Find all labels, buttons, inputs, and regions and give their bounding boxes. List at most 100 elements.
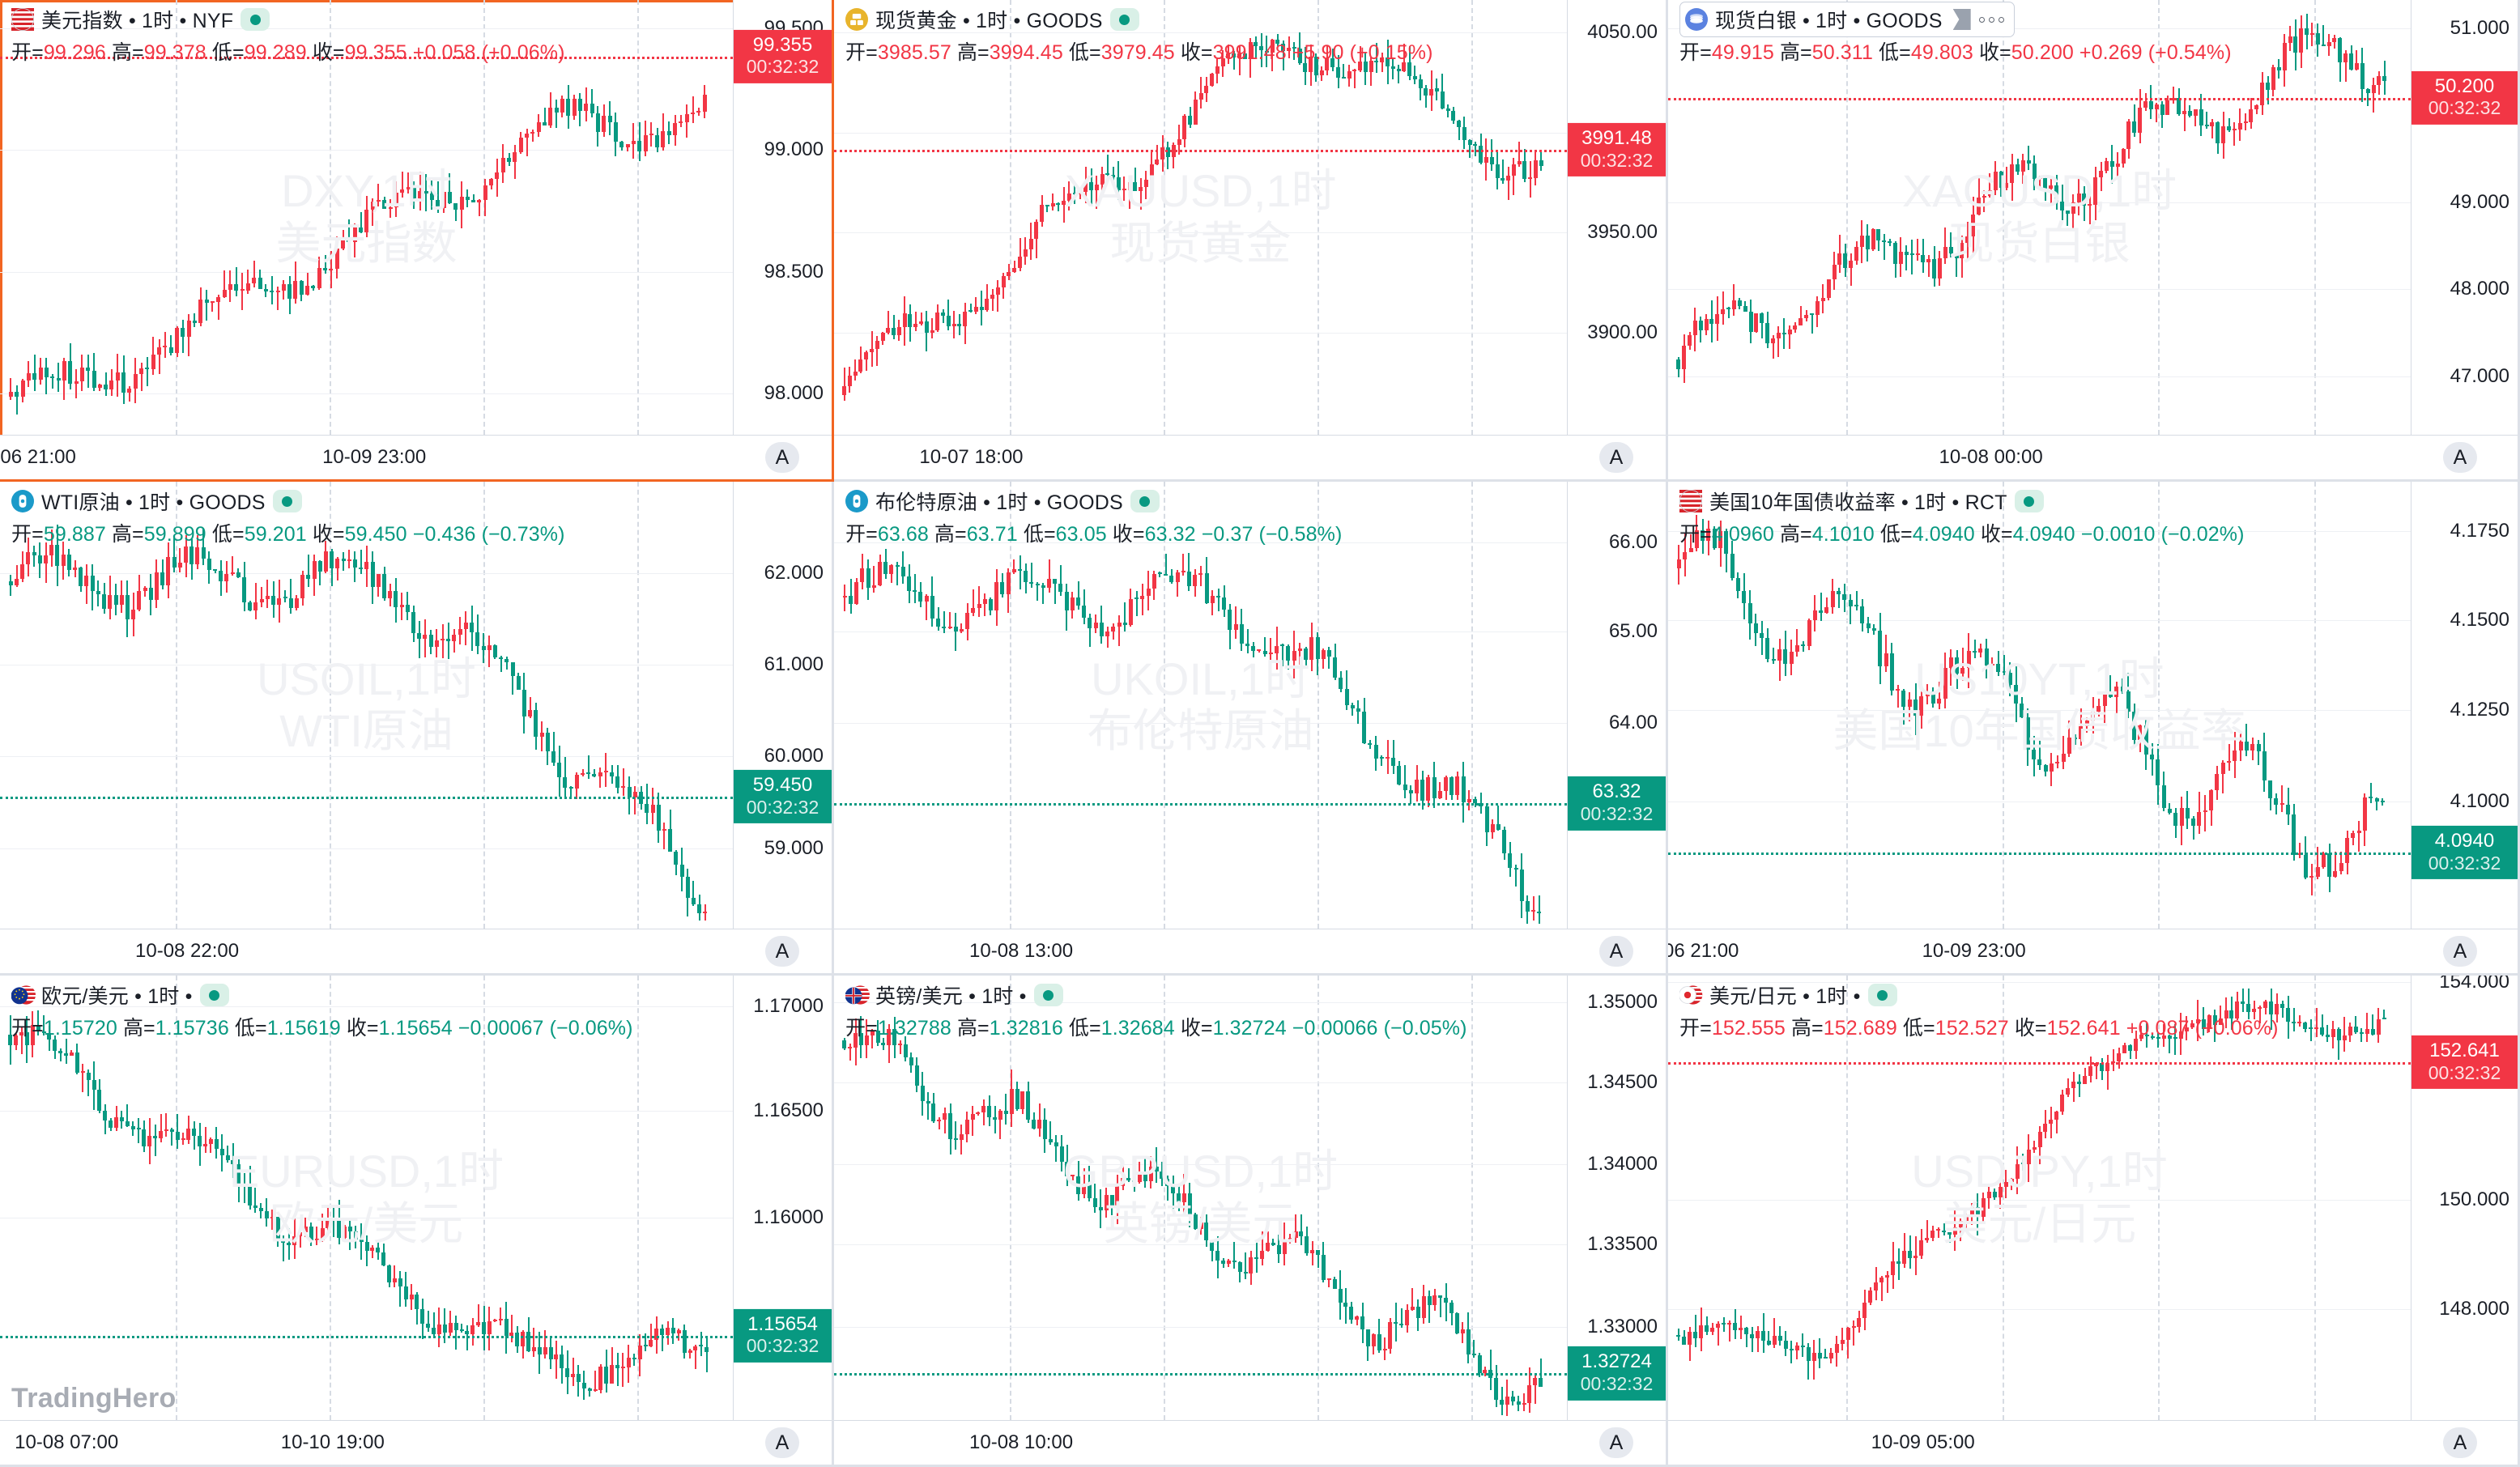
candle-wick	[1134, 167, 1136, 191]
candlestick	[699, 976, 704, 1420]
candlestick	[2365, 976, 2369, 1420]
auto-scale-button[interactable]: A	[765, 442, 799, 473]
time-axis[interactable]: 10-08 22:00 A	[0, 929, 832, 973]
candle-body	[990, 295, 995, 300]
vertical-gridline	[176, 482, 178, 929]
time-axis[interactable]: 10-08 13:00 A	[834, 929, 1666, 973]
price-plot-area[interactable]	[1668, 482, 2411, 929]
chart-panel-usdjpy[interactable]: USDJPY,1时 美元/日元 美元/日元 • 1时 • 开=152.555 高=15…	[1668, 976, 2520, 1467]
candlestick	[1226, 976, 1231, 1420]
auto-scale-button[interactable]: A	[2443, 442, 2477, 473]
chart-panel-us10y[interactable]: US10YT,1时 美国10年国债收益率 美国10年国债收益率 • 1时 • RCT…	[1668, 482, 2520, 976]
price-axis[interactable]: 66.00 65.00 64.00 63.32 00:32:32	[1567, 482, 1666, 929]
current-price-tag[interactable]: 4.0940 00:32:32	[2411, 826, 2518, 880]
auto-scale-button[interactable]: A	[2443, 936, 2477, 967]
price-plot-area[interactable]	[0, 482, 733, 929]
candle-wick	[2247, 988, 2250, 1019]
chart-panel-dxy[interactable]: DXY,1时 美元指数 美元指数 • 1时 • NYF 开=99.296 高=99.3…	[0, 0, 834, 482]
current-price-tag[interactable]: 50.200 00:32:32	[2411, 70, 2518, 125]
price-plot-area[interactable]	[1668, 976, 2411, 1420]
price-plot-area[interactable]	[1668, 0, 2411, 435]
candlestick	[1276, 976, 1281, 1420]
candlestick	[15, 482, 19, 929]
auto-scale-button[interactable]: A	[765, 1427, 799, 1458]
current-price-tag[interactable]: 3991.48 00:32:32	[1568, 123, 1666, 177]
candle-body	[1297, 49, 1302, 64]
candlestick	[1143, 976, 1147, 1420]
candlestick	[26, 482, 31, 929]
candlestick	[1694, 482, 1699, 929]
price-axis[interactable]: 62.000 61.000 60.000 59.000 59.450 00:32:32	[733, 482, 832, 929]
time-axis[interactable]: 10-08 07:00 10-10 19:00 A	[0, 1420, 832, 1465]
candle-body	[682, 1329, 687, 1354]
chart-panel-xauusd[interactable]: XAUUSD,1时 现货黄金 现货黄金 • 1时 • GOODS 开=3985.57 …	[834, 0, 1668, 482]
price-plot-area[interactable]	[0, 0, 733, 435]
candlestick	[436, 976, 441, 1420]
candle-body	[1840, 1340, 1845, 1344]
candlestick	[2203, 482, 2207, 929]
candle-body	[2079, 726, 2084, 739]
candle-body	[131, 609, 136, 619]
time-axis[interactable]: 10-07 18:00 A	[834, 435, 1666, 479]
candle-wick	[505, 657, 508, 670]
candle-body	[2380, 800, 2385, 802]
current-price-tag[interactable]: 59.450 00:32:32	[734, 770, 832, 824]
current-price-tag[interactable]: 63.32 00:32:32	[1568, 776, 1666, 831]
candlestick	[2049, 0, 2054, 435]
candle-body	[1511, 164, 1516, 176]
horizontal-gridline	[1668, 1200, 2411, 1201]
candlestick	[2043, 482, 2048, 929]
candle-body	[168, 347, 173, 354]
candlestick	[697, 482, 702, 929]
candlestick	[1937, 482, 1942, 929]
candle-body	[477, 200, 482, 202]
candle-body	[418, 191, 423, 198]
price-axis-tick: 1.35000	[1587, 990, 1658, 1013]
current-price-tag[interactable]: 1.15654 00:32:32	[734, 1308, 832, 1363]
candle-wick	[432, 1312, 435, 1339]
price-plot-area[interactable]	[834, 482, 1567, 929]
candlestick	[131, 482, 136, 929]
candle-body	[1232, 53, 1237, 57]
price-plot-area[interactable]	[834, 0, 1567, 435]
chart-panel-usoil[interactable]: USOIL,1时 WTI原油 WTI原油 • 1时 • GOODS 开=59.887 …	[0, 482, 834, 976]
time-axis[interactable]: 10-08 00:00 A	[1668, 435, 2518, 479]
current-price-tag[interactable]: 152.641 00:32:32	[2411, 1035, 2518, 1090]
auto-scale-button[interactable]: A	[1599, 442, 1633, 473]
candle-body	[388, 591, 393, 598]
price-axis[interactable]: 4050.004000.003950.003900.003991.4800:32…	[1567, 0, 1666, 435]
auto-scale-button[interactable]: A	[1599, 1427, 1633, 1458]
candle-body	[1444, 1297, 1449, 1303]
chart-panel-gbpusd[interactable]: GBPUSD,1时 英镑/美元 英镑/美元 • 1时 • 开=1.32788 高=1.…	[834, 976, 1668, 1467]
candle-body	[164, 1129, 168, 1131]
price-axis[interactable]: 99.500 99.000 98.500 98.000 99.355 00:32:32	[733, 0, 832, 435]
auto-scale-button[interactable]: A	[2443, 1427, 2477, 1458]
candlestick	[1020, 976, 1025, 1420]
candle-body	[1087, 1183, 1092, 1198]
current-price-tag[interactable]: 99.355 00:32:32	[734, 29, 832, 83]
auto-scale-button[interactable]: A	[765, 936, 799, 967]
chart-panel-eurusd[interactable]: EURUSD,1时 欧元/美元 欧元/美元 • 1时 • 开=1.15720 高=1.…	[0, 976, 834, 1467]
price-axis[interactable]: 154.000 150.000 148.000 152.641 00:32:32	[2411, 976, 2518, 1420]
candle-body	[84, 575, 89, 586]
time-axis[interactable]: -06 21:0010-09 23:00A	[1668, 929, 2518, 973]
candlestick	[2362, 482, 2367, 929]
price-axis[interactable]: 1.35000 1.34500 1.34000 1.33500 1.33000 1.327…	[1567, 976, 1666, 1420]
candlestick	[153, 976, 158, 1420]
current-price-tag[interactable]: 1.32724 00:32:32	[1568, 1346, 1666, 1401]
price-plot-area[interactable]	[0, 976, 733, 1420]
time-axis[interactable]: 10-09 05:00 A	[1668, 1420, 2518, 1465]
price-plot-area[interactable]	[834, 976, 1567, 1420]
chart-panel-xagusd[interactable]: XAGUSD,1时 现货白银 现货白银 • 1时 • GOODS 开=49.915 高…	[1668, 0, 2520, 482]
current-price-value: 1.32724	[1581, 1350, 1652, 1373]
auto-scale-button[interactable]: A	[1599, 936, 1633, 967]
candlestick	[189, 482, 194, 929]
price-axis[interactable]: 1.17000 1.16500 1.16000 1.15654 00:32:32	[733, 976, 832, 1420]
time-axis[interactable]: 10-08 10:00 A	[834, 1420, 1666, 1465]
chart-panel-ukoil[interactable]: UKOIL,1时 布伦特原油 布伦特原油 • 1时 • GOODS 开=63.68 高…	[834, 482, 1668, 976]
price-axis[interactable]: 51.000 49.000 48.000 47.000 50.200 00:32:32	[2411, 0, 2518, 435]
candlestick	[1783, 482, 1788, 929]
price-axis[interactable]: 4.1750 4.1500 4.1250 4.1000 4.0940 00:32:32	[2411, 482, 2518, 929]
candle-body	[858, 359, 863, 372]
